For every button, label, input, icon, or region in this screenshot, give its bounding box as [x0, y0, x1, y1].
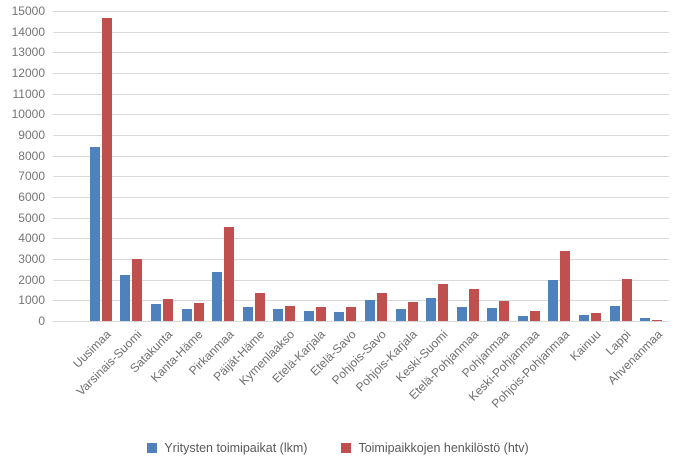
legend-label-toimipaikat: Yritysten toimipaikat (lkm) [164, 441, 308, 455]
gridline [53, 73, 669, 74]
bar-blue-uusimaa [89, 147, 100, 321]
y-axis-tick-label: 8000 [18, 148, 45, 163]
bar-blue-pohjois-savo [365, 300, 375, 321]
y-axis-tick-label: 4000 [18, 231, 45, 246]
legend-item-henkilosto: Toimipaikkojen henkilöstö (htv) [341, 441, 529, 455]
y-axis-tick-label: 7000 [18, 169, 45, 184]
y-axis-tick-label: 12000 [11, 66, 45, 80]
gridline [53, 114, 669, 116]
gridline [53, 300, 669, 302]
bar-blue-varsinais-suomi [120, 274, 131, 321]
x-axis-line [53, 321, 669, 322]
bar-red-päijät-häme [254, 292, 265, 321]
bar-blue-etelä-pohjanmaa [456, 306, 467, 321]
bar-red-ahvenanmaa [652, 320, 663, 321]
bar-blue-kymenlaakso [273, 308, 284, 321]
bar-red-pohjois-karjala [407, 302, 418, 321]
bar-red-pohjois-pohjanmaa [560, 250, 571, 321]
bar-blue-etelä-karjala [303, 311, 314, 321]
bar-red-uusimaa [101, 18, 112, 321]
gridline [53, 238, 669, 240]
legend-item-toimipaikat: Yritysten toimipaikat (lkm) [147, 441, 307, 455]
y-axis-tick-label: 6000 [18, 190, 45, 204]
bar-red-keski-pohjanmaa [529, 311, 540, 321]
bar-red-kainuu [591, 313, 602, 321]
legend-swatch-red [341, 443, 352, 453]
bar-blue-satakunta [150, 304, 161, 321]
bar-red-varsinais-suomi [132, 259, 143, 321]
gridline [53, 31, 669, 33]
x-axis-tick-label: Kainuu [566, 327, 604, 364]
bar-blue-pohjois-pohjanmaa [548, 279, 559, 321]
gridline [53, 11, 669, 12]
y-axis-tick-label: 2000 [18, 272, 45, 287]
bar-red-pirkanmaa [224, 226, 235, 321]
bar-blue-pohjanmaa [487, 307, 498, 321]
y-axis-tick-label: 0 [38, 314, 45, 328]
bar-red-etelä-pohjanmaa [468, 289, 479, 321]
gridline [53, 176, 669, 178]
y-axis-tick-label: 10000 [11, 107, 45, 122]
bar-red-etelä-savo [346, 306, 357, 321]
bar-blue-keski-suomi [426, 298, 437, 321]
gridline [53, 259, 669, 260]
gridline [53, 52, 669, 54]
bar-blue-pirkanmaa [212, 272, 223, 321]
y-axis-tick-label: 9000 [18, 128, 45, 142]
bar-red-pohjanmaa [499, 300, 510, 321]
gridline [53, 217, 669, 219]
gridline [53, 197, 669, 198]
bar-blue-lappi [609, 306, 620, 321]
legend: Yritysten toimipaikat (lkm) Toimipaikkoj… [0, 441, 676, 455]
bar-blue-etelä-savo [334, 311, 345, 321]
bar-red-keski-suomi [438, 284, 449, 321]
y-axis-tick-label: 3000 [18, 252, 45, 266]
gridline [53, 135, 669, 136]
y-axis-tick-label: 5000 [18, 210, 45, 225]
bar-red-pohjois-savo [377, 292, 387, 321]
y-axis-tick-label: 15000 [11, 4, 45, 18]
bar-blue-ahvenanmaa [640, 318, 651, 321]
y-axis-tick-label: 11000 [12, 86, 45, 101]
legend-label-henkilosto: Toimipaikkojen henkilöstö (htv) [358, 441, 529, 455]
bar-blue-keski-pohjanmaa [517, 315, 528, 321]
bar-red-lappi [621, 278, 632, 321]
bar-blue-päijät-häme [242, 306, 253, 321]
gridline [53, 279, 669, 281]
legend-swatch-blue [147, 443, 158, 453]
bar-blue-pohjois-karjala [395, 308, 406, 321]
bar-blue-kainuu [579, 315, 590, 321]
gridline [53, 93, 669, 95]
y-axis-tick-label: 13000 [11, 45, 45, 60]
y-axis-tick-label: 14000 [11, 24, 45, 39]
bar-red-etelä-karjala [315, 307, 326, 321]
bar-red-kymenlaakso [285, 306, 296, 321]
bar-blue-kanta-häme [181, 308, 192, 321]
gridline [53, 155, 669, 157]
bar-red-kanta-häme [193, 302, 204, 321]
bar-red-satakunta [162, 299, 173, 321]
y-axis-tick-label: 1000 [18, 293, 45, 308]
